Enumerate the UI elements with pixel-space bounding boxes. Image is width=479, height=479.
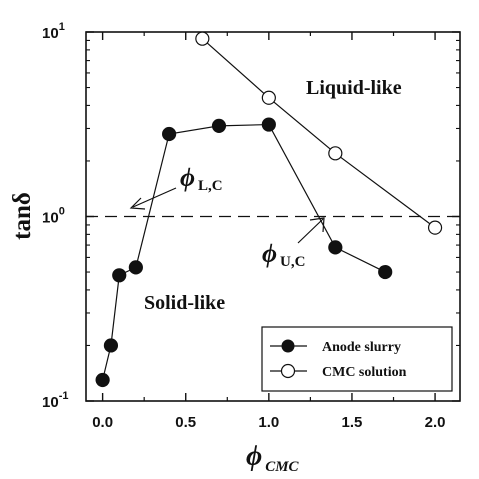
data-markers <box>95 31 443 388</box>
annotation-phi-uc-main: ϕ <box>262 239 277 268</box>
legend-label-anode: Anode slurry <box>322 340 401 355</box>
annotation-solid-like: Solid-like <box>144 292 225 314</box>
annotation-liquid-like: Liquid-like <box>306 77 402 99</box>
legend-marker-cmc <box>280 363 296 379</box>
y-tick-label-base: 10 <box>42 25 59 42</box>
anode-point <box>211 118 227 133</box>
y-tick-label-exp: 1 <box>59 21 65 33</box>
anode-point <box>162 126 177 142</box>
y-tick-label: 100 <box>42 206 65 227</box>
x-tick-label: 1.0 <box>258 414 279 431</box>
y-tick-label-base: 10 <box>42 210 59 227</box>
anode-point <box>328 240 343 255</box>
arrow-phi-lc <box>129 187 177 210</box>
y-tick-label-exp: -1 <box>59 390 69 402</box>
arrow-phi-uc <box>297 217 325 244</box>
annotation-phi-uc-sub: U,C <box>280 254 305 270</box>
x-tick-label: 0.0 <box>92 414 113 431</box>
y-tick-label: 101 <box>42 21 65 42</box>
cmc-point <box>427 220 443 235</box>
annotation-phi-lc: ϕ L,C <box>180 163 223 194</box>
y-tick-label-exp: 0 <box>59 206 65 218</box>
anode-point <box>95 372 110 388</box>
anode-point <box>378 264 393 280</box>
anode-point <box>261 117 276 132</box>
annotation-phi-lc-sub: L,C <box>198 178 223 194</box>
x-axis-label-main: ϕ <box>246 441 262 472</box>
anode-point <box>112 268 127 283</box>
legend-box <box>261 326 453 392</box>
anode-point <box>128 260 143 275</box>
series-line-cmc <box>201 38 436 229</box>
x-axis-label: ϕ CMC <box>246 441 300 475</box>
legend-label-cmc: CMC solution <box>322 365 407 380</box>
y-tick-label-base: 10 <box>42 394 59 411</box>
anode-point <box>103 338 119 353</box>
x-tick-label: 2.0 <box>425 414 446 431</box>
x-tick-label: 1.5 <box>342 414 363 431</box>
legend-marker-anode <box>281 339 295 353</box>
cmc-point <box>261 90 276 105</box>
annotation-phi-uc: ϕ U,C <box>262 239 305 270</box>
y-axis-label: tanδ <box>9 192 36 240</box>
y-tick-label: 10-1 <box>42 390 68 411</box>
cmc-point <box>195 31 210 46</box>
x-axis-label-sub: CMC <box>265 459 299 475</box>
x-tick-label: 0.5 <box>175 414 196 431</box>
annotation-phi-lc-main: ϕ <box>180 163 195 192</box>
legend: Anode slurry CMC solution <box>261 326 453 392</box>
cmc-point <box>328 146 343 161</box>
